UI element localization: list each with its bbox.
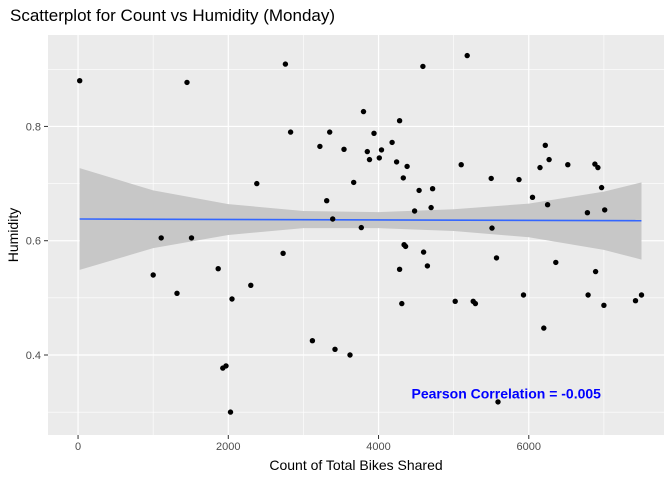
data-point: [429, 186, 436, 192]
data-point: [464, 52, 470, 59]
data-point: [223, 363, 229, 369]
x-tick-label: 0: [75, 441, 81, 453]
data-point: [309, 338, 316, 344]
data-point: [389, 139, 395, 146]
data-point: [420, 249, 427, 255]
data-point: [215, 266, 221, 272]
data-point: [493, 255, 500, 261]
data-point: [376, 155, 382, 161]
x-axis-title: Count of Total Bikes Shared: [269, 457, 442, 473]
data-point: [184, 79, 190, 86]
data-point: [489, 225, 495, 231]
annotations: Pearson Correlation = -0.005: [412, 385, 602, 401]
data-point: [520, 292, 527, 298]
data-point: [360, 108, 367, 115]
data-point: [602, 207, 608, 213]
data-point: [287, 129, 294, 135]
data-point: [585, 292, 591, 298]
data-point: [317, 143, 323, 150]
data-point: [516, 176, 522, 183]
data-point: [404, 163, 410, 170]
data-point: [544, 202, 551, 208]
data-point: [488, 175, 494, 182]
data-point: [399, 300, 405, 307]
y-tick-label: 0.8: [26, 121, 41, 133]
data-point: [537, 164, 543, 171]
data-point: [495, 399, 501, 405]
data-point: [158, 235, 164, 241]
data-point: [595, 164, 601, 171]
data-point: [428, 204, 434, 211]
data-point: [638, 292, 645, 298]
confidence-band: [79, 168, 642, 270]
data-point: [411, 208, 418, 214]
data-point: [229, 296, 235, 302]
x-axis-ticks: 0 2000 4000 6000: [75, 435, 541, 453]
data-point: [282, 61, 289, 67]
data-point: [529, 194, 536, 200]
x-tick-label: 6000: [517, 441, 541, 453]
data-point: [584, 210, 591, 216]
data-point: [592, 268, 599, 275]
y-axis-title: Humidity: [5, 208, 21, 262]
data-point: [396, 266, 403, 272]
data-point: [601, 302, 607, 308]
x-tick-label: 4000: [366, 441, 390, 453]
y-tick-label: 0.4: [26, 350, 41, 362]
data-point: [416, 187, 422, 194]
correlation-annotation: Pearson Correlation = -0.005: [412, 385, 602, 401]
data-point: [364, 148, 370, 155]
data-point: [565, 162, 571, 168]
data-point: [351, 179, 357, 186]
data-point: [188, 235, 195, 241]
data-point: [452, 298, 458, 304]
x-tick-label: 2000: [216, 441, 240, 453]
data-point: [553, 259, 559, 266]
data-point: [358, 224, 364, 231]
data-point: [546, 156, 552, 163]
y-axis-ticks: 0.4 0.6 0.8: [26, 121, 48, 362]
data-points: [77, 52, 645, 415]
data-point: [632, 298, 639, 304]
data-point: [472, 300, 479, 307]
data-point: [327, 129, 333, 135]
data-point: [324, 198, 330, 204]
data-point: [541, 325, 547, 331]
data-point: [598, 184, 605, 191]
data-point: [402, 243, 409, 250]
trend-line: [79, 218, 642, 222]
data-point: [396, 118, 403, 124]
data-point: [378, 147, 385, 153]
data-point: [420, 63, 426, 70]
data-point: [458, 162, 464, 168]
data-point: [592, 161, 598, 167]
data-point: [542, 142, 548, 148]
data-point: [400, 175, 406, 181]
data-point: [227, 409, 234, 415]
data-point: [77, 78, 83, 84]
chart-title: Scatterplot for Count vs Humidity (Monda…: [10, 6, 336, 25]
data-point: [332, 346, 338, 352]
data-point: [371, 130, 377, 136]
data-point: [248, 282, 254, 288]
data-point: [280, 250, 286, 256]
data-point: [254, 180, 260, 187]
data-point: [330, 216, 336, 222]
data-point: [341, 146, 347, 152]
data-point: [366, 156, 373, 163]
data-point: [347, 352, 353, 358]
data-point: [424, 263, 431, 269]
data-point: [150, 272, 156, 278]
data-point: [174, 290, 180, 296]
y-tick-label: 0.6: [26, 236, 41, 248]
data-point: [393, 159, 400, 165]
